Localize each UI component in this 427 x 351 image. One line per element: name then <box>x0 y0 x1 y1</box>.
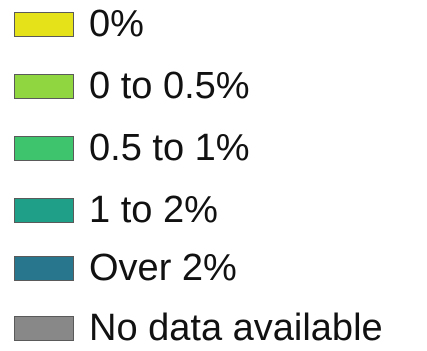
legend-item-1-to-2: 1 to 2% <box>14 190 218 230</box>
legend-label: No data available <box>89 307 383 349</box>
legend-label: 1 to 2% <box>89 189 218 231</box>
legend-swatch <box>14 135 74 161</box>
legend-item-0-5-to-1: 0.5 to 1% <box>14 128 250 168</box>
legend-swatch <box>14 11 74 37</box>
legend-label: Over 2% <box>89 247 237 289</box>
legend-swatch <box>14 315 74 341</box>
legend-label: 0.5 to 1% <box>89 127 250 169</box>
legend-label: 0 to 0.5% <box>89 65 250 107</box>
legend-label: 0% <box>89 3 144 45</box>
legend-item-0-percent: 0% <box>14 4 144 44</box>
legend-item-over-2: Over 2% <box>14 248 237 288</box>
legend-item-no-data: No data available <box>14 308 383 348</box>
legend-swatch <box>14 73 74 99</box>
legend-swatch <box>14 255 74 281</box>
legend-item-0-to-0-5: 0 to 0.5% <box>14 66 250 106</box>
legend-swatch <box>14 197 74 223</box>
